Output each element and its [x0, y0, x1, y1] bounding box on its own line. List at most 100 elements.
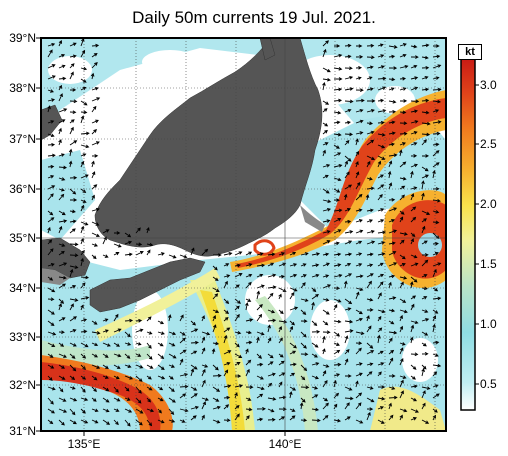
current-arrow [80, 257, 85, 267]
current-arrow [190, 405, 200, 410]
current-arrow [355, 252, 363, 256]
current-arrow [190, 364, 198, 370]
current-arrow [80, 364, 86, 370]
current-arrow [69, 99, 78, 104]
current-arrow [278, 293, 282, 300]
map-frame [40, 37, 447, 432]
current-arrow [377, 230, 387, 235]
current-arrow [355, 341, 363, 346]
current-arrow [47, 153, 56, 158]
current-arrow [355, 138, 359, 146]
current-arrow [234, 273, 243, 278]
current-arrow [58, 177, 66, 181]
current-arrow [333, 403, 338, 410]
lat-label-39: 39°N [9, 31, 36, 45]
current-arrow [410, 64, 418, 69]
current-arrow [410, 206, 417, 212]
current-arrow [69, 209, 76, 214]
current-arrow [344, 358, 349, 366]
current-arrow [234, 313, 240, 322]
current-arrow [58, 317, 66, 322]
current-arrow [278, 262, 287, 267]
current-arrow [334, 77, 343, 81]
current-arrow [124, 318, 134, 323]
current-arrow [168, 419, 176, 423]
current-arrow [344, 263, 352, 267]
current-arrow [245, 368, 250, 377]
current-arrow [124, 342, 132, 346]
current-arrow [355, 119, 364, 124]
current-arrow [410, 216, 417, 223]
current-arrow [58, 225, 63, 234]
current-arrow [267, 397, 277, 401]
current-arrow [201, 248, 209, 256]
current-arrow [355, 65, 363, 70]
current-arrow [333, 177, 342, 182]
current-arrow [289, 287, 298, 292]
current-arrow [410, 131, 418, 135]
current-arrow [399, 87, 407, 91]
current-arrow [333, 98, 343, 103]
current-arrow [410, 276, 418, 283]
current-arrow [234, 353, 243, 358]
current-arrow [135, 375, 143, 382]
current-arrow [146, 419, 153, 427]
current-arrow [58, 283, 66, 289]
current-arrow [377, 120, 385, 125]
current-arrow [245, 397, 252, 401]
current-arrow [343, 280, 348, 289]
current-arrow [278, 287, 287, 293]
current-arrow [80, 86, 87, 91]
current-arrow [300, 418, 308, 423]
current-arrow [223, 384, 232, 389]
current-arrow [366, 219, 373, 223]
current-arrow [157, 397, 164, 402]
current-arrow [432, 241, 439, 246]
current-arrow [410, 76, 419, 80]
current-arrow [355, 193, 363, 201]
current-arrow [399, 232, 408, 236]
current-arrow [399, 390, 404, 399]
current-arrow [311, 301, 315, 311]
current-arrow [421, 352, 429, 356]
current-arrow [289, 306, 299, 311]
current-arrow [333, 273, 343, 278]
current-arrow [146, 331, 153, 335]
current-arrow [278, 360, 285, 366]
current-arrow [410, 352, 419, 357]
current-arrow [322, 199, 332, 204]
current-arrow [80, 225, 85, 234]
current-arrow [168, 254, 177, 259]
current-arrow [432, 210, 440, 214]
current-arrow [69, 329, 77, 333]
current-arrow [421, 309, 429, 313]
current-arrow [421, 364, 427, 370]
current-arrow [245, 273, 253, 278]
current-arrow [223, 274, 231, 278]
current-arrow [421, 259, 429, 267]
current-arrow [377, 208, 385, 212]
current-arrow [366, 297, 374, 302]
current-arrow [58, 64, 66, 69]
current-arrow [366, 371, 373, 377]
current-arrow [410, 170, 414, 179]
current-arrow [388, 241, 396, 246]
current-arrow [91, 353, 99, 358]
current-arrow [190, 415, 197, 421]
current-arrow [80, 342, 89, 348]
current-arrow [91, 331, 101, 335]
current-arrow [322, 348, 326, 355]
current-arrow [432, 262, 442, 267]
current-arrow [344, 348, 350, 355]
current-arrow [58, 84, 62, 91]
current-arrow [124, 232, 132, 238]
current-arrow [47, 64, 56, 69]
current-arrow [47, 331, 57, 336]
current-arrow [432, 76, 440, 80]
current-arrow [399, 210, 405, 215]
current-arrow [377, 241, 386, 245]
current-arrow [146, 408, 155, 413]
current-arrow [388, 386, 396, 390]
current-arrow [113, 419, 119, 426]
lat-label-38: 38°N [9, 81, 36, 95]
